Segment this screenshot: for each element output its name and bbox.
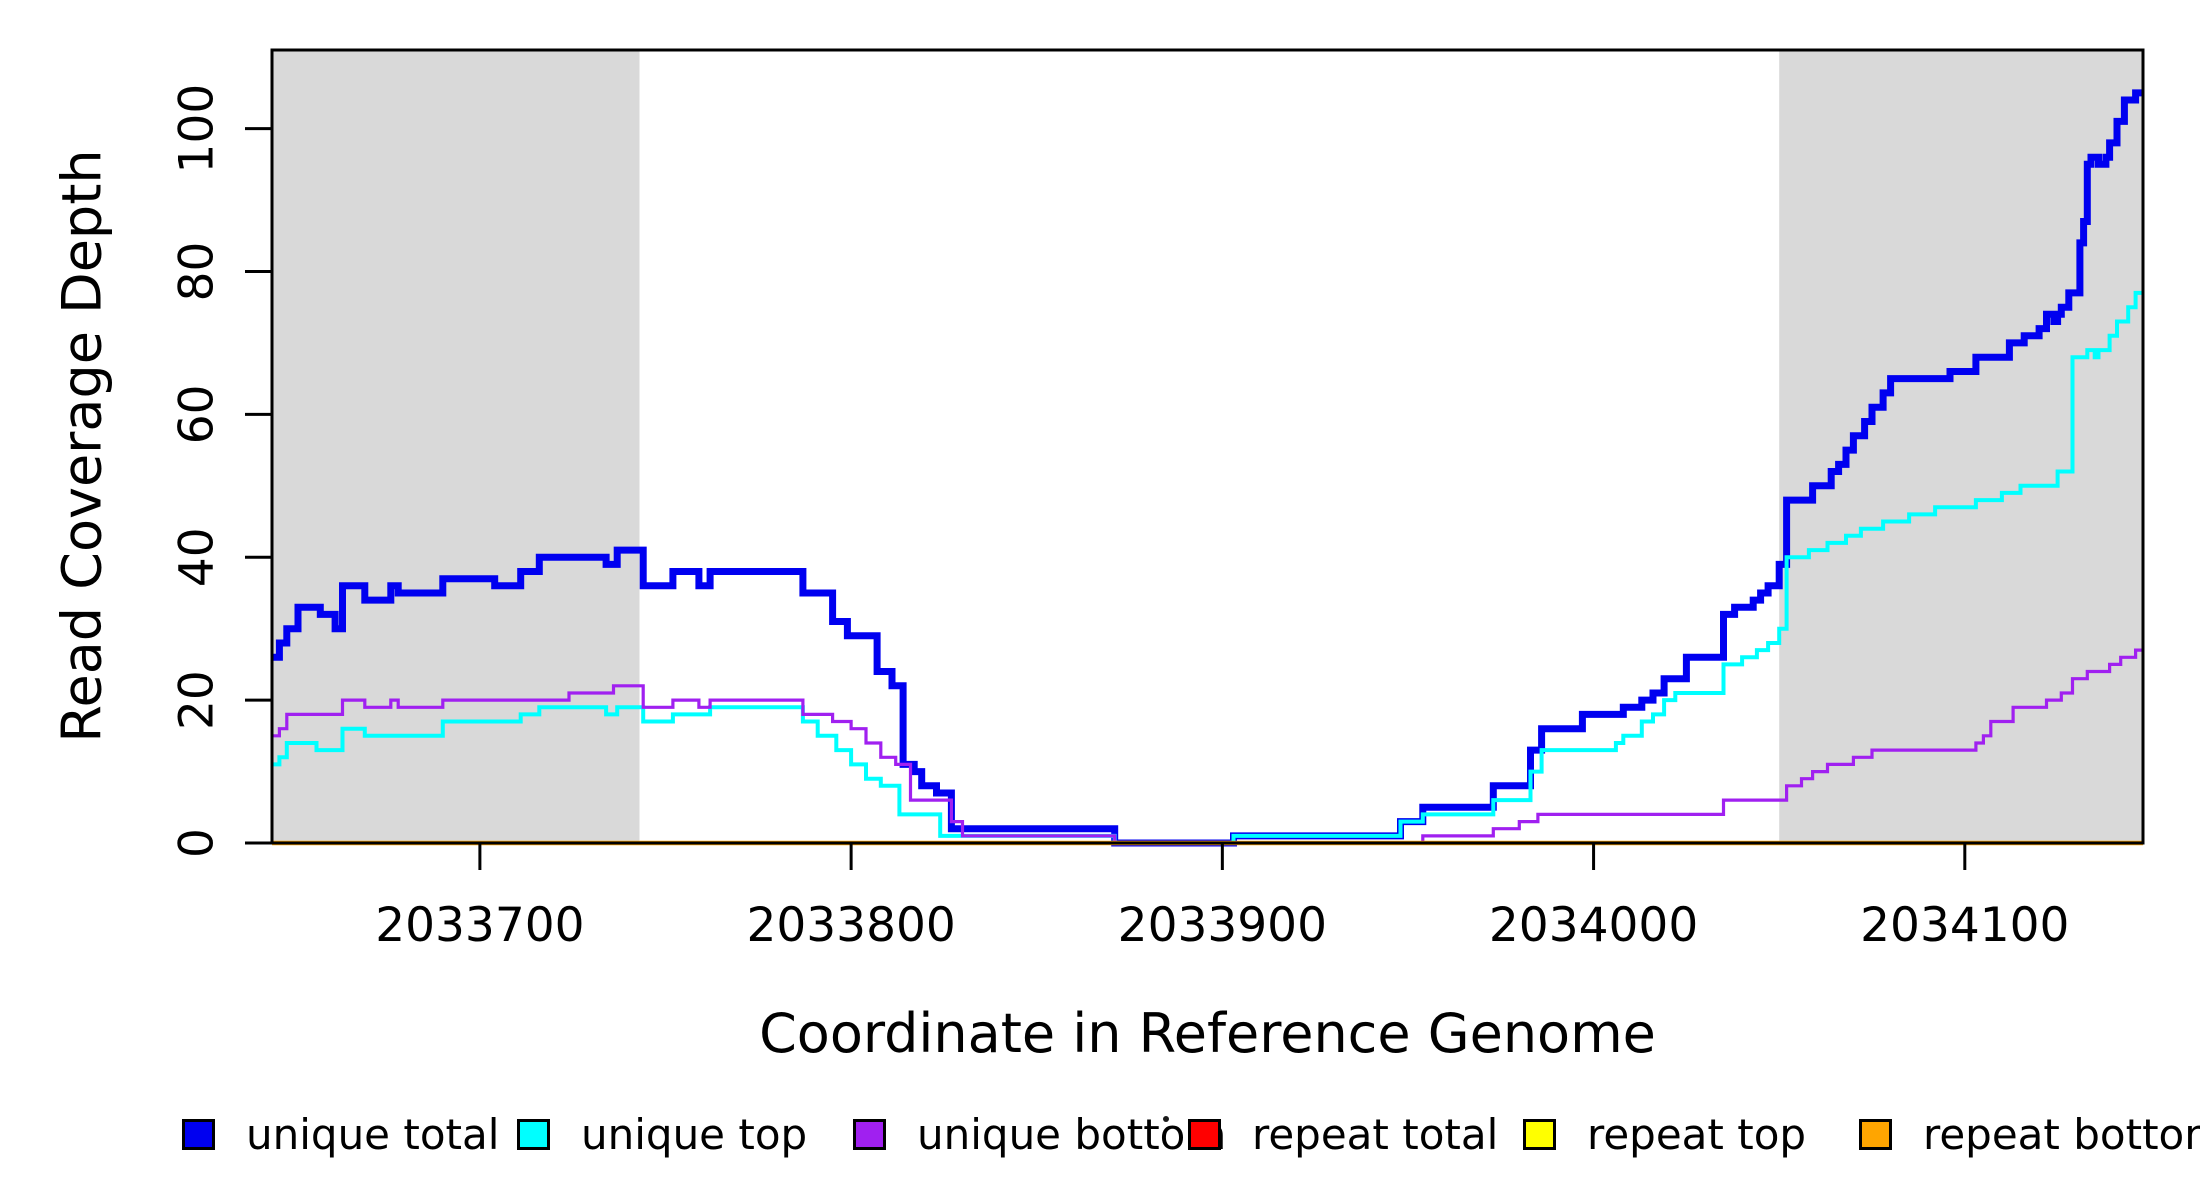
legend-label: repeat total [1252,1109,1499,1159]
legend-item-repeat-top: repeat top [1523,1110,1806,1159]
series-unique-bottom [272,648,2143,845]
legend-label: repeat top [1587,1109,1807,1159]
y-tick-label-20: 20 [170,670,225,730]
x-tick-label-2033900: 2033900 [1118,898,1327,953]
x-axis-title: Coordinate in Reference Genome [759,1002,1656,1065]
legend-swatch [182,1118,215,1150]
x-tick-label-2033700: 2033700 [375,898,584,953]
series-unique-total [272,89,2143,847]
legend-swatch [1859,1118,1892,1150]
x-tick-label-2033800: 2033800 [746,898,955,953]
y-tick-label-0: 0 [170,828,225,858]
stray-dot-artifact [1163,1116,1169,1122]
legend-label: unique bottom [917,1109,1227,1159]
legend-label: unique top [581,1109,808,1159]
y-tick-label-80: 80 [170,242,225,302]
legend-item-repeat-bottom: repeat bottom [1859,1110,2200,1159]
legend-item-unique-top: unique top [517,1110,807,1159]
legend-item-unique-bottom: unique bottom [853,1110,1226,1159]
y-tick-label-100: 100 [170,84,225,174]
series-unique-top [272,290,2143,845]
repeat-region-band-2 [1779,50,2143,843]
x-tick-label-2034100: 2034100 [1860,898,2069,953]
y-tick-label-40: 40 [170,527,225,587]
legend-swatch [517,1118,550,1150]
legend-item-repeat-total: repeat total [1188,1110,1498,1159]
legend-label: repeat bottom [1923,1109,2200,1159]
legend-swatch [853,1118,886,1150]
plot-border [270,48,2145,845]
y-axis-title: Read Coverage Depth [50,149,114,743]
y-tick-label-60: 60 [170,384,225,444]
legend-swatch [1188,1118,1221,1150]
legend-item-unique-total: unique total [182,1110,499,1159]
legend-label: unique total [246,1109,500,1159]
repeat-region-band-1 [272,50,640,843]
legend-swatch [1523,1118,1556,1150]
x-tick-label-2034000: 2034000 [1489,898,1698,953]
